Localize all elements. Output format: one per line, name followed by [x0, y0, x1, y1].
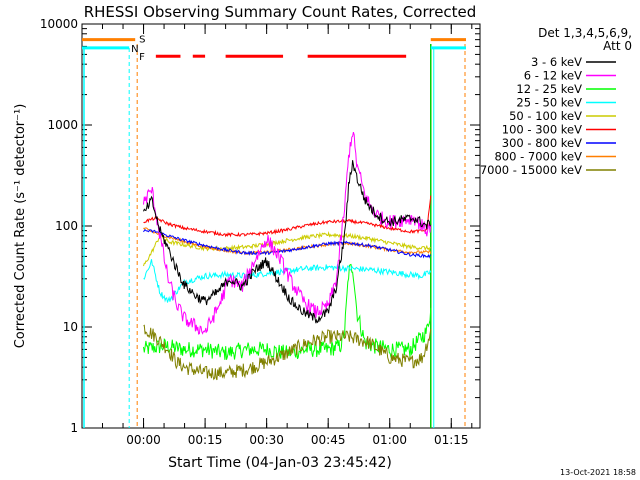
series-line-4	[143, 230, 431, 267]
series-line-6	[143, 228, 431, 259]
flag-label-f: F	[139, 52, 145, 63]
legend-entry-label: 3 - 6 keV	[531, 55, 582, 69]
x-tick-label: 00:00	[126, 433, 161, 447]
legend-entry-label: 50 - 100 keV	[509, 109, 582, 123]
legend-entry-label: 800 - 7000 keV	[494, 150, 582, 164]
legend-entry-label: 25 - 50 keV	[516, 96, 582, 110]
legend-entry-label: 300 - 800 keV	[502, 136, 582, 150]
y-axis-label: Corrected Count Rate (s⁻¹ detector⁻¹)	[13, 104, 28, 349]
flag-label-n: N	[131, 44, 138, 55]
legend-entry-label: 6 - 12 keV	[524, 69, 582, 83]
flag-label-s: S	[139, 35, 145, 46]
series-line-1	[143, 131, 432, 335]
x-axis-label: Start Time (04-Jan-03 23:45:42)	[168, 455, 392, 471]
series-lines	[143, 131, 432, 381]
series-line-3	[143, 259, 432, 303]
legend-entry-label: 100 - 300 keV	[502, 123, 582, 137]
legend-entry-label: 7000 - 15000 keV	[480, 163, 582, 177]
x-tick-label: 00:45	[311, 433, 346, 447]
chart-title: RHESSI Observing Summary Count Rates, Co…	[84, 3, 477, 21]
observing-flags: SNF	[82, 35, 466, 428]
series-line-2	[143, 263, 432, 360]
legend-title-line-2: Att 0	[603, 39, 632, 53]
y-tick-label: 10	[63, 320, 78, 334]
legend-entry-label: 12 - 25 keV	[516, 82, 582, 96]
footer-date: 13-Oct-2021 18:58	[560, 468, 636, 477]
series-line-0	[143, 160, 432, 324]
x-axis: 00:00 00:15 00:30 00:45 01:00 01:15	[102, 24, 473, 447]
legend-title-line-1: Det 1,3,4,5,6,9,	[538, 26, 632, 40]
y-tick-label: 1	[70, 421, 78, 435]
series-line-8	[143, 324, 432, 381]
y-tick-label: 100	[55, 219, 78, 233]
y-tick-label: 1000	[47, 118, 78, 132]
x-tick-label: 01:00	[372, 433, 407, 447]
series-line-5	[143, 195, 432, 238]
x-tick-label: 01:15	[434, 433, 469, 447]
y-tick-label: 10000	[40, 17, 78, 31]
x-tick-label: 00:15	[188, 433, 223, 447]
x-tick-label: 00:30	[249, 433, 284, 447]
y-axis: 1 10 100 1000 10000	[40, 17, 480, 435]
